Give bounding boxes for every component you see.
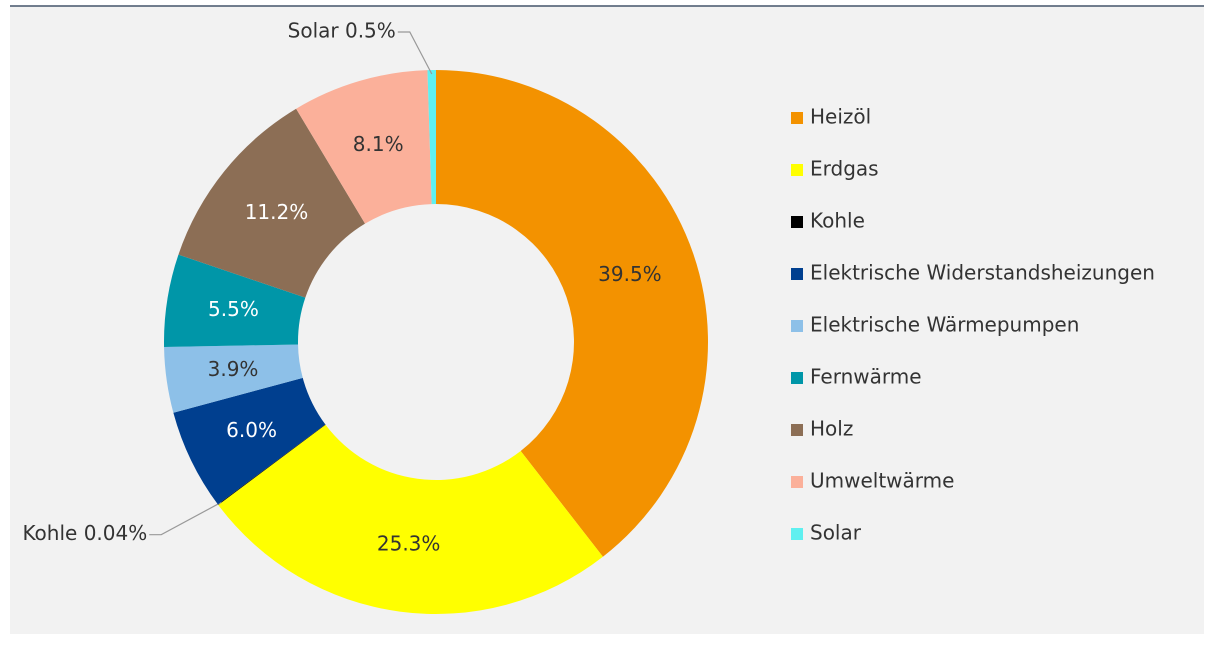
data-label: 39.5% bbox=[598, 262, 662, 286]
legend-label: Erdgas bbox=[810, 157, 879, 181]
legend-swatch bbox=[791, 320, 803, 332]
legend-swatch bbox=[791, 476, 803, 488]
leader-line bbox=[397, 31, 433, 75]
data-label: 8.1% bbox=[353, 132, 404, 156]
legend-swatch bbox=[791, 424, 803, 436]
legend-swatch bbox=[791, 216, 803, 228]
legend-label: Elektrische Wärmepumpen bbox=[810, 313, 1079, 337]
legend-label: Umweltwärme bbox=[810, 469, 954, 493]
legend-swatch bbox=[791, 528, 803, 540]
donut-slice bbox=[436, 70, 708, 557]
legend-swatch bbox=[791, 372, 803, 384]
data-label: 6.0% bbox=[226, 418, 277, 442]
donut-slice bbox=[296, 70, 432, 224]
data-label: 11.2% bbox=[245, 200, 309, 224]
data-label: Solar 0.5% bbox=[288, 19, 396, 43]
legend-label: Solar bbox=[810, 521, 862, 545]
donut-slice bbox=[218, 424, 603, 614]
donut-slice bbox=[164, 254, 306, 347]
leader-line bbox=[149, 501, 222, 536]
data-label: 3.9% bbox=[208, 357, 259, 381]
donut-slice bbox=[217, 424, 326, 505]
donut-slice bbox=[427, 70, 436, 205]
legend-label: Heizöl bbox=[810, 105, 871, 129]
legend-label: Fernwärme bbox=[810, 365, 922, 389]
donut-slice bbox=[178, 108, 366, 298]
data-label: 5.5% bbox=[208, 297, 259, 321]
legend-swatch bbox=[791, 164, 803, 176]
legend-label: Kohle bbox=[810, 209, 865, 233]
legend-label: Elektrische Widerstandsheizungen bbox=[810, 261, 1155, 285]
data-label: 25.3% bbox=[377, 532, 441, 556]
legend-swatch bbox=[791, 112, 803, 124]
legend-label: Holz bbox=[810, 417, 853, 441]
donut-slice bbox=[173, 377, 326, 505]
legend-swatch bbox=[791, 268, 803, 280]
donut-slice bbox=[164, 344, 303, 413]
data-label: Kohle 0.04% bbox=[22, 521, 147, 545]
